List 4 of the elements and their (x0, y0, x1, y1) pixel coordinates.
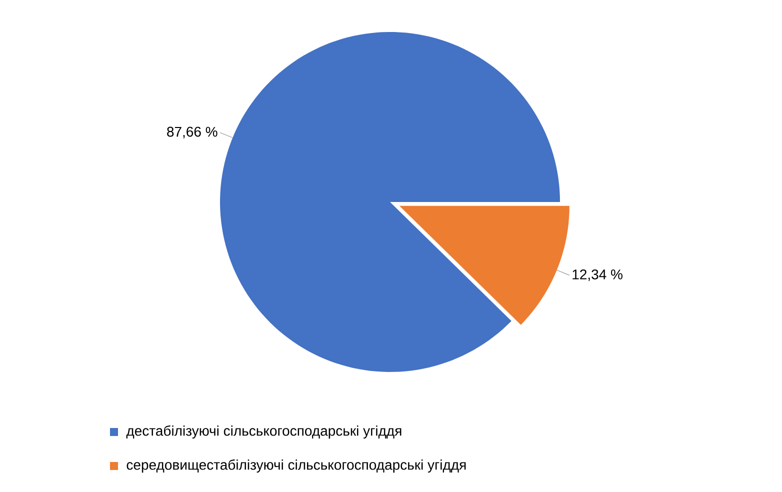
data-label: 87,66 % (167, 126, 218, 138)
legend-label: середовищестабілізуючі сільськогосподарські угіддя (126, 459, 466, 473)
legend-label: дестабілізуючі сільськогосподарські угіддя (126, 425, 402, 439)
data-label: 12,34 % (572, 269, 622, 282)
